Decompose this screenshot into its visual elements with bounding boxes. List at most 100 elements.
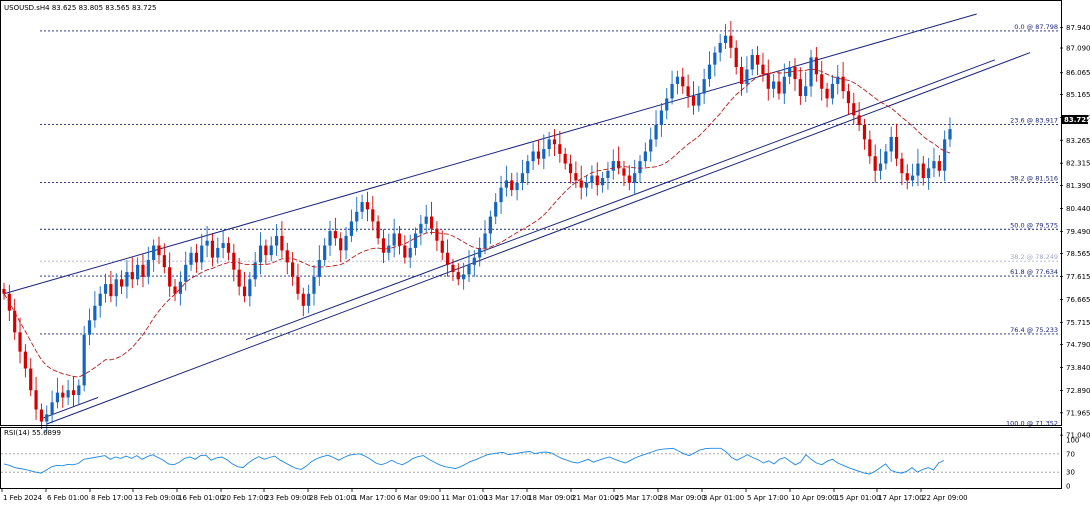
candle	[943, 130, 947, 182]
candle	[531, 142, 535, 171]
price-tick-label: 80.440	[1066, 205, 1090, 213]
candle	[590, 165, 594, 189]
candle	[793, 58, 797, 91]
candle	[878, 148, 883, 180]
candle	[579, 165, 583, 200]
candle	[189, 246, 193, 271]
channel-mid-line	[245, 59, 996, 341]
price-tick-label: 82.315	[1066, 160, 1090, 168]
candle	[365, 191, 370, 222]
fib-level-label: 61.8 @ 77.634	[1010, 268, 1058, 276]
price-tick-label: 81.390	[1066, 182, 1090, 190]
candle	[916, 148, 920, 186]
candle	[18, 317, 22, 364]
candle	[264, 239, 268, 265]
candle	[889, 126, 893, 162]
moving-average-line	[3, 68, 951, 378]
candle	[387, 233, 391, 261]
candle	[910, 163, 915, 187]
candle	[755, 46, 760, 76]
rsi-tick-label: 30	[1066, 469, 1075, 477]
candle	[718, 34, 722, 62]
current-price-marker: 83.725	[1062, 115, 1090, 124]
time-tick-label: 6 Mar 09:00	[397, 494, 439, 502]
time-tick-label: 18 Mar 09:00	[528, 494, 575, 502]
candle	[253, 252, 257, 287]
main-chart-frame	[0, 0, 1062, 426]
candle	[472, 250, 476, 277]
candle	[82, 325, 86, 392]
candle	[504, 165, 508, 197]
candle	[130, 257, 134, 289]
candle	[360, 194, 364, 220]
fib-level-label: 38.2 @ 81.516	[1010, 174, 1058, 182]
candle	[707, 51, 712, 87]
candle	[772, 74, 776, 98]
candle	[312, 265, 316, 306]
candle	[563, 147, 567, 170]
candle	[34, 376, 38, 420]
candle	[547, 131, 551, 157]
price-tick-label: 74.790	[1066, 341, 1090, 349]
candle	[798, 67, 802, 105]
candle	[600, 171, 605, 193]
candle	[291, 252, 295, 286]
time-tick-label: 23 Feb 09:00	[265, 494, 311, 502]
fib-level-label: 23.6 @ 83.917	[1010, 117, 1058, 125]
channel-upper-line	[3, 13, 977, 295]
time-tick-label: 17 Apr 17:00	[878, 494, 924, 502]
candle	[435, 221, 439, 252]
candle	[87, 308, 92, 346]
candle	[814, 47, 818, 82]
time-tick-label: 6 Feb 01:00	[47, 494, 88, 502]
rsi-tick-label: 70	[1066, 450, 1075, 458]
candle	[55, 377, 60, 409]
candle	[93, 291, 97, 328]
current-price-label: 83.725	[1064, 116, 1090, 124]
candle	[857, 102, 861, 131]
candle	[836, 64, 840, 95]
candle	[873, 144, 877, 183]
candle	[841, 61, 845, 99]
price-tick-label: 86.065	[1066, 69, 1090, 77]
candle	[98, 286, 102, 318]
candle	[691, 81, 696, 115]
candle	[205, 225, 209, 258]
candle	[397, 225, 402, 255]
candle	[745, 56, 749, 93]
candle	[750, 48, 754, 76]
time-tick-label: 1 Mar 17:00	[353, 494, 395, 502]
moving-average	[3, 68, 951, 378]
candle	[729, 20, 733, 59]
candle	[675, 70, 680, 95]
candle	[809, 49, 813, 97]
candle	[2, 282, 6, 300]
candle	[606, 161, 610, 190]
price-axis: 87.94087.09086.06585.16584.21583.26582.3…	[1060, 24, 1090, 440]
candle	[825, 82, 829, 108]
candle	[782, 63, 786, 104]
candle	[777, 71, 781, 100]
candle	[852, 92, 856, 125]
candle	[419, 214, 423, 246]
candle	[665, 88, 669, 120]
candle	[584, 175, 589, 197]
candle	[269, 236, 273, 262]
candle	[820, 61, 824, 101]
time-tick-label: 3 Apr 01:00	[703, 494, 744, 502]
candle	[900, 152, 904, 185]
price-tick-label: 87.940	[1066, 24, 1090, 32]
rsi-panel: 100 70 30 0	[1, 437, 1079, 491]
time-tick-label: 20 Feb 17:00	[222, 494, 268, 502]
candle	[868, 130, 872, 164]
candle	[617, 146, 621, 175]
candle	[173, 279, 177, 302]
candle	[403, 235, 407, 264]
candle	[510, 172, 514, 197]
candle	[622, 160, 626, 186]
candle	[686, 74, 690, 108]
fib-level-label: 76.4 @ 75.233	[1010, 326, 1058, 334]
candle	[274, 224, 279, 256]
